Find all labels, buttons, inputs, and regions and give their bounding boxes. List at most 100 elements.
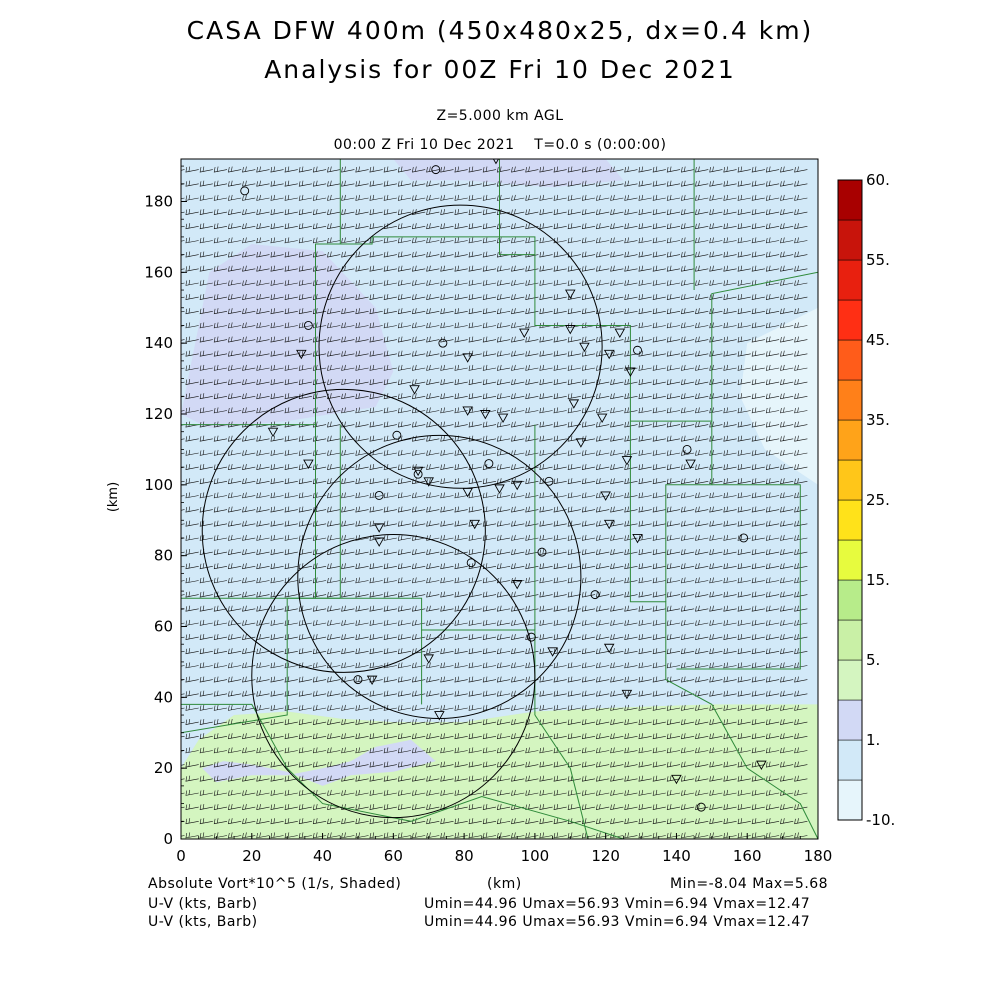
station-triangle-marker [579, 342, 590, 353]
wind-barb [539, 719, 553, 725]
wind-barb [426, 747, 440, 754]
wind-barb [369, 308, 383, 315]
wind-barb [270, 704, 284, 711]
wind-barb [695, 761, 709, 768]
wind-barb [298, 308, 312, 315]
wind-barb [581, 166, 596, 173]
wind-barb [199, 676, 213, 683]
wind-barb [468, 804, 482, 810]
wind-barb [581, 832, 596, 839]
wind-barb [765, 223, 780, 230]
wind-barb [383, 166, 397, 173]
wind-barb [468, 435, 482, 442]
wind-barb [341, 733, 355, 740]
wind-barb [652, 804, 666, 810]
wind-barb [581, 294, 596, 300]
wind-barb [581, 464, 596, 470]
wind-barb [327, 223, 341, 230]
wind-barb [454, 421, 468, 428]
wind-barb [412, 449, 426, 456]
wind-barb [681, 364, 695, 371]
wind-barb [709, 563, 723, 570]
wind-barb [454, 449, 468, 456]
x-axis-unit: (km) [487, 876, 522, 892]
wind-barb [723, 747, 737, 754]
wind-barb [666, 279, 681, 286]
wind-barb [553, 577, 567, 584]
wind-barb [270, 350, 284, 357]
wind-barb [695, 662, 709, 669]
wind-barb [765, 407, 780, 414]
wind-barb [511, 634, 525, 640]
wind-barb [341, 308, 355, 315]
wind-barb [737, 364, 751, 371]
wind-barb [596, 690, 610, 697]
wind-barb [355, 265, 369, 272]
wind-barb [412, 634, 426, 640]
colorbar-bin [837, 579, 863, 621]
wind-barb [440, 775, 454, 782]
wind-barb [765, 506, 780, 513]
wind-barb [624, 789, 638, 796]
wind-barb [454, 520, 468, 527]
wind-barb [666, 789, 681, 796]
wind-barb [610, 761, 624, 768]
wind-barb [581, 648, 596, 655]
wind-barb [681, 690, 695, 697]
wind-barb [496, 690, 511, 697]
wind-barb [638, 804, 652, 810]
wind-barb [624, 294, 638, 300]
y-tick-label: 120 [144, 405, 173, 423]
station-triangle-marker [625, 367, 636, 377]
wind-barb [242, 605, 256, 612]
wind-barb [525, 789, 539, 796]
wind-barb [723, 478, 737, 485]
wind-barb [213, 690, 228, 697]
wind-barb [454, 265, 468, 272]
wind-barb [228, 605, 242, 612]
wind-barb [440, 180, 454, 187]
wind-barb [525, 733, 539, 740]
wind-barb [624, 804, 638, 810]
wind-barb [638, 223, 652, 230]
wind-barb [383, 379, 397, 385]
wind-barb [270, 775, 284, 782]
wind-barb [298, 634, 312, 640]
wind-barb [369, 237, 383, 244]
wind-barb [610, 421, 624, 428]
wind-barb [426, 435, 440, 442]
wind-barb [780, 194, 794, 201]
wind-barb [723, 761, 737, 768]
wind-barb [596, 704, 610, 711]
wind-barb [185, 520, 199, 527]
wind-barb [567, 591, 581, 598]
wind-barb [256, 704, 270, 711]
wind-barb [440, 832, 454, 839]
wind-barb [624, 761, 638, 768]
wind-barb [709, 364, 723, 371]
colorbar-bin [837, 699, 863, 741]
wind-barb [369, 336, 383, 343]
wind-barb [440, 464, 454, 470]
station-triangle-marker [497, 413, 509, 423]
wind-barb [426, 719, 440, 725]
wind-barb [610, 605, 624, 612]
wind-barb [624, 364, 638, 371]
wind-barb [681, 449, 695, 456]
wind-barb [242, 223, 256, 230]
wind-barb [312, 322, 327, 329]
wind-barb [794, 464, 808, 470]
station-triangle-marker [373, 537, 385, 547]
wind-barb [723, 464, 737, 470]
wind-barb [581, 478, 596, 485]
wind-barb [341, 591, 355, 598]
wind-barb [426, 832, 440, 839]
wind-barb [610, 591, 624, 598]
wind-barb [242, 789, 256, 796]
wind-barb [327, 719, 341, 725]
wind-barb [539, 563, 553, 570]
wind-barb [567, 775, 581, 782]
wind-barb [185, 690, 199, 697]
wind-barb [610, 194, 624, 201]
wind-barb [695, 577, 709, 584]
